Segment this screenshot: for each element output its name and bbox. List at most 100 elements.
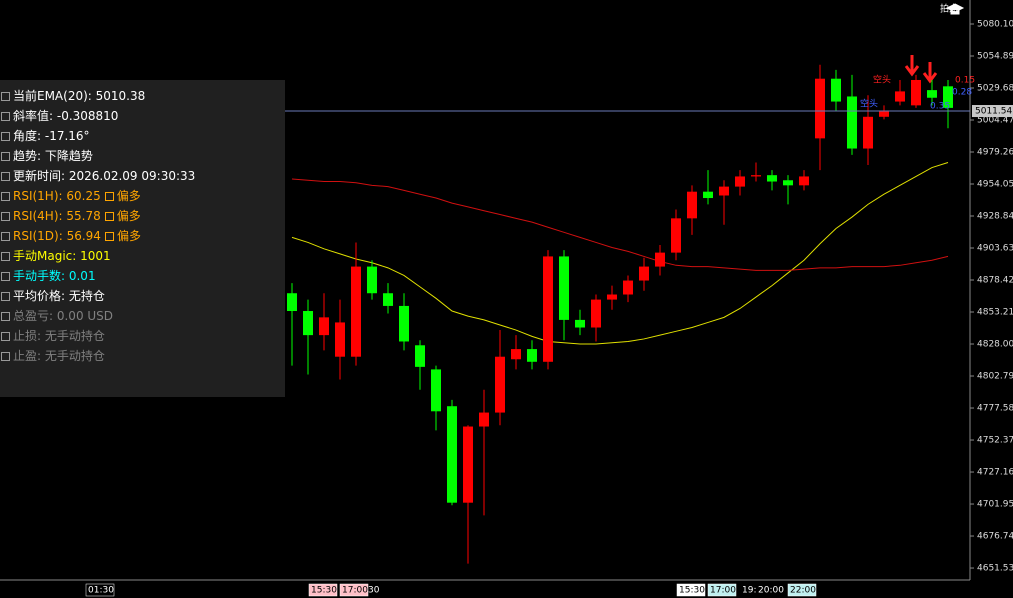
row-icon bbox=[1, 292, 10, 301]
candle-body bbox=[639, 266, 649, 281]
tag-icon bbox=[104, 212, 114, 221]
time-label-box bbox=[707, 583, 737, 597]
candle-body bbox=[367, 266, 377, 294]
y-tick-label: 5054.89 bbox=[977, 51, 1013, 61]
time-label: 15:30 bbox=[311, 586, 337, 596]
candle-body bbox=[911, 79, 921, 106]
candle-body bbox=[767, 175, 777, 182]
info-text: 角度: -17.16° bbox=[13, 129, 90, 143]
row-icon bbox=[1, 132, 10, 141]
y-tick-label: 4727.16 bbox=[977, 468, 1013, 478]
candle-body bbox=[607, 294, 617, 300]
signal-arrows bbox=[904, 55, 938, 84]
time-label-box bbox=[339, 583, 369, 597]
info-tag: 偏多 bbox=[116, 229, 141, 243]
info-tag: 偏多 bbox=[116, 209, 141, 223]
candle-body bbox=[527, 349, 537, 362]
time-label: 19: bbox=[742, 586, 756, 596]
candle-body bbox=[735, 176, 745, 187]
candle-body bbox=[863, 116, 873, 149]
signal-annotation: 空头 bbox=[873, 74, 891, 86]
row-icon bbox=[1, 272, 10, 281]
candle-body bbox=[591, 299, 601, 328]
row-icon bbox=[1, 172, 10, 181]
info-row: 趋势: 下降趋势 bbox=[0, 146, 93, 166]
info-text: 手动Magic: 1001 bbox=[13, 249, 111, 263]
info-row: RSI(4H): 55.78 偏多 bbox=[0, 206, 141, 226]
candle-body bbox=[831, 78, 841, 102]
y-tick-label: 5004.47 bbox=[977, 115, 1013, 125]
signal-annotation: 0.35 bbox=[930, 102, 950, 112]
signal-annotation: 0.28 bbox=[952, 88, 972, 98]
candle-body bbox=[799, 176, 809, 186]
info-row: 更新时间: 2026.02.09 09:30:33 bbox=[0, 166, 195, 186]
row-icon bbox=[1, 232, 10, 241]
candle-body bbox=[847, 96, 857, 149]
y-tick-label: 4903.63 bbox=[977, 244, 1013, 254]
y-tick-label: 4752.37 bbox=[977, 436, 1013, 446]
info-text: 斜率值: -0.308810 bbox=[13, 109, 119, 123]
info-text: 当前EMA(20): 5010.38 bbox=[13, 89, 146, 103]
info-panel: 当前EMA(20): 5010.38 斜率值: -0.308810 角度: -17.… bbox=[0, 80, 285, 397]
candle-body bbox=[463, 426, 473, 503]
candle-body bbox=[447, 406, 457, 503]
time-label-box bbox=[676, 583, 706, 597]
info-text: 手动手数: 0.01 bbox=[13, 269, 96, 283]
candle-body bbox=[495, 356, 505, 413]
info-row: 手动手数: 0.01 bbox=[0, 266, 96, 286]
time-label: 20:00 bbox=[758, 586, 784, 596]
info-row: 总盈亏: 0.00 USD bbox=[0, 306, 113, 326]
candle-body bbox=[687, 191, 697, 219]
candle-body bbox=[703, 191, 713, 199]
candle-body bbox=[319, 317, 329, 336]
time-label: 30 bbox=[368, 586, 380, 596]
candle-body bbox=[479, 412, 489, 427]
candle-body bbox=[431, 369, 441, 412]
info-row: RSI(1D): 56.94 偏多 bbox=[0, 226, 141, 246]
y-tick-label: 4853.21 bbox=[977, 308, 1013, 318]
candle-body bbox=[383, 293, 393, 306]
time-label-box bbox=[85, 583, 115, 597]
signal-annotation: 空头 bbox=[860, 98, 878, 110]
candle-body bbox=[511, 349, 521, 360]
time-label: 01:30 bbox=[88, 586, 114, 596]
row-icon bbox=[1, 92, 10, 101]
moving-average bbox=[291, 162, 949, 345]
time-label: 17:00 bbox=[342, 586, 368, 596]
row-icon bbox=[1, 112, 10, 121]
candle-body bbox=[415, 345, 425, 367]
candle-body bbox=[751, 175, 761, 177]
y-tick-label: 4676.74 bbox=[977, 532, 1013, 542]
y-tick-label: 4701.95 bbox=[977, 500, 1013, 510]
info-text: RSI(4H): 55.78 bbox=[13, 209, 101, 223]
tag-icon bbox=[104, 232, 114, 241]
candle-body bbox=[575, 319, 585, 328]
info-tag: 偏多 bbox=[116, 189, 141, 203]
info-text: 止盈: 无手动持仓 bbox=[13, 349, 105, 363]
candle-body bbox=[623, 280, 633, 295]
y-tick-label: 5080.10 bbox=[977, 19, 1013, 29]
tag-icon bbox=[104, 192, 114, 201]
info-text: 平均价格: 无持仓 bbox=[13, 289, 105, 303]
cap-icon bbox=[945, 3, 965, 15]
time-label: 22:00 bbox=[790, 586, 816, 596]
candle-body bbox=[927, 90, 937, 98]
candle-body bbox=[559, 256, 569, 320]
y-tick-label: 5029.68 bbox=[977, 83, 1013, 93]
current-price-box bbox=[972, 105, 1013, 118]
current-price-label: 5011.54 bbox=[975, 107, 1012, 117]
candle-body bbox=[895, 91, 905, 102]
candle-body bbox=[351, 266, 361, 357]
candle-body bbox=[543, 256, 553, 362]
info-text: RSI(1H): 60.25 bbox=[13, 189, 101, 203]
moving-average bbox=[291, 178, 949, 271]
info-row: 止盈: 无手动持仓 bbox=[0, 346, 105, 366]
candle-body bbox=[815, 78, 825, 139]
candle-body bbox=[287, 293, 297, 312]
time-label-box bbox=[787, 583, 817, 597]
info-text: RSI(1D): 56.94 bbox=[13, 229, 101, 243]
candle-body bbox=[335, 322, 345, 357]
row-icon bbox=[1, 152, 10, 161]
